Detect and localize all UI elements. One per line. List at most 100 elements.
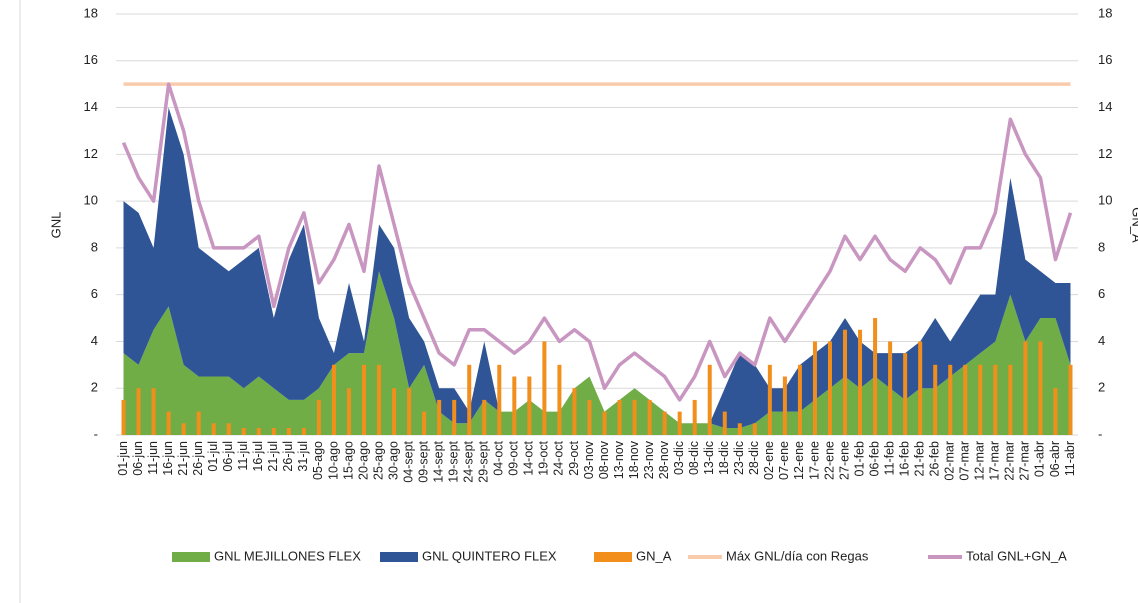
- bar: [873, 318, 878, 435]
- x-tick-label: 11-abr: [1063, 441, 1077, 476]
- bar: [782, 376, 787, 435]
- x-tick-label: 24-sept: [462, 440, 476, 482]
- legend-label: Máx GNL/día con Regas: [726, 548, 869, 563]
- bar: [737, 423, 742, 435]
- bar: [542, 341, 547, 435]
- x-tick-label: 13-dic: [702, 441, 716, 475]
- bar: [632, 399, 637, 435]
- x-tick-label: 03-dic: [672, 441, 686, 475]
- x-tick-label: 22-mar: [1003, 441, 1017, 481]
- bar: [722, 411, 727, 435]
- y-tick-label: 4: [91, 333, 98, 348]
- bar: [1068, 364, 1073, 435]
- bar: [692, 399, 697, 435]
- y2-tick-label: 4: [1098, 333, 1105, 348]
- legend-swatch: [380, 552, 418, 562]
- bar: [1053, 388, 1058, 435]
- x-tick-label: 29-sept: [477, 440, 491, 482]
- x-tick-label: 28-dic: [747, 441, 761, 475]
- bar: [226, 423, 231, 435]
- x-tick-label: 07-ene: [777, 441, 791, 480]
- y-tick-label: 18: [84, 5, 98, 20]
- y2-tick-label: 6: [1098, 286, 1105, 301]
- x-tick-label: 16-jun: [161, 441, 175, 476]
- x-tick-label: 12-ene: [792, 441, 806, 480]
- y2-tick-label: 18: [1098, 5, 1112, 20]
- x-tick-label: 11-jun: [146, 441, 160, 475]
- bar: [512, 376, 517, 435]
- y-tick-label: 10: [84, 193, 98, 208]
- x-tick-label: 14-oct: [522, 440, 536, 475]
- bar: [331, 364, 336, 435]
- x-tick-label: 10-ago: [326, 441, 340, 480]
- x-tick-label: 30-ago: [386, 441, 400, 480]
- legend-label: GNL QUINTERO FLEX: [422, 548, 557, 563]
- bar: [136, 388, 141, 435]
- x-tick-label: 09-oct: [507, 440, 521, 475]
- x-tick-label: 01-jun: [116, 441, 130, 476]
- bar: [121, 399, 126, 435]
- x-tick-label: 23-nov: [642, 440, 656, 479]
- bar: [377, 364, 382, 435]
- y2-axis-title: GN_A: [1130, 207, 1138, 243]
- x-tick-label: 08-nov: [597, 440, 611, 479]
- y2-tick-label: 10: [1098, 193, 1112, 208]
- x-tick-label: 31-jul: [296, 441, 310, 472]
- x-tick-label: 22-ene: [822, 441, 836, 480]
- y2-tick-label: 16: [1098, 52, 1112, 67]
- bar: [241, 427, 246, 435]
- bar: [467, 364, 472, 435]
- x-tick-label: 29-oct: [567, 440, 581, 475]
- area: [123, 107, 1071, 428]
- bar: [677, 411, 682, 435]
- x-tick-label: 08-dic: [687, 441, 701, 475]
- bar: [211, 423, 216, 435]
- x-tick-label: 06-abr: [1048, 441, 1062, 477]
- x-tick-label: 04-oct: [492, 440, 506, 475]
- y-tick-label: 6: [91, 286, 98, 301]
- x-tick-label: 04-sept: [401, 440, 415, 482]
- x-tick-label: 27-mar: [1018, 441, 1032, 481]
- y-tick-label: -: [94, 426, 98, 441]
- bar: [662, 411, 667, 435]
- bar: [392, 388, 397, 435]
- y-tick-label: 12: [84, 146, 98, 161]
- x-tick-label: 21-jul: [266, 441, 280, 472]
- legend-swatch: [594, 552, 632, 562]
- x-tick-label: 11-jul: [236, 441, 250, 471]
- bar: [827, 341, 832, 435]
- y2-tick-label: 14: [1098, 99, 1112, 114]
- x-tick-label: 21-feb: [912, 441, 926, 476]
- legend-label: GN_A: [636, 548, 672, 563]
- x-tick-label: 01-feb: [852, 441, 866, 476]
- x-tick-label: 26-jul: [281, 441, 295, 472]
- x-tick-label: 26-jun: [191, 441, 205, 476]
- x-tick-label: 24-oct: [552, 440, 566, 475]
- x-tick-label: 07-mar: [958, 441, 972, 481]
- bar: [572, 388, 577, 435]
- bar: [707, 364, 712, 435]
- y2-tick-label: 8: [1098, 239, 1105, 254]
- bar: [812, 341, 817, 435]
- bar: [978, 364, 983, 435]
- bar: [362, 364, 367, 435]
- x-tick-label: 28-nov: [657, 440, 671, 479]
- x-tick-label: 06-jun: [131, 441, 145, 476]
- x-tick-label: 15-ago: [341, 441, 355, 480]
- bar: [963, 364, 968, 435]
- bar: [587, 399, 592, 435]
- x-tick-label: 25-ago: [371, 441, 385, 480]
- bar: [617, 399, 622, 435]
- bar: [422, 411, 427, 435]
- area: [123, 271, 1071, 435]
- x-tick-label: 01-abr: [1033, 441, 1047, 477]
- x-tick-label: 16-jul: [251, 441, 265, 472]
- bar: [301, 427, 306, 435]
- bar: [993, 364, 998, 435]
- bar: [918, 341, 923, 435]
- bar: [497, 364, 502, 435]
- bar: [181, 423, 186, 435]
- x-tick-label: 18-nov: [627, 440, 641, 479]
- bar: [316, 399, 321, 435]
